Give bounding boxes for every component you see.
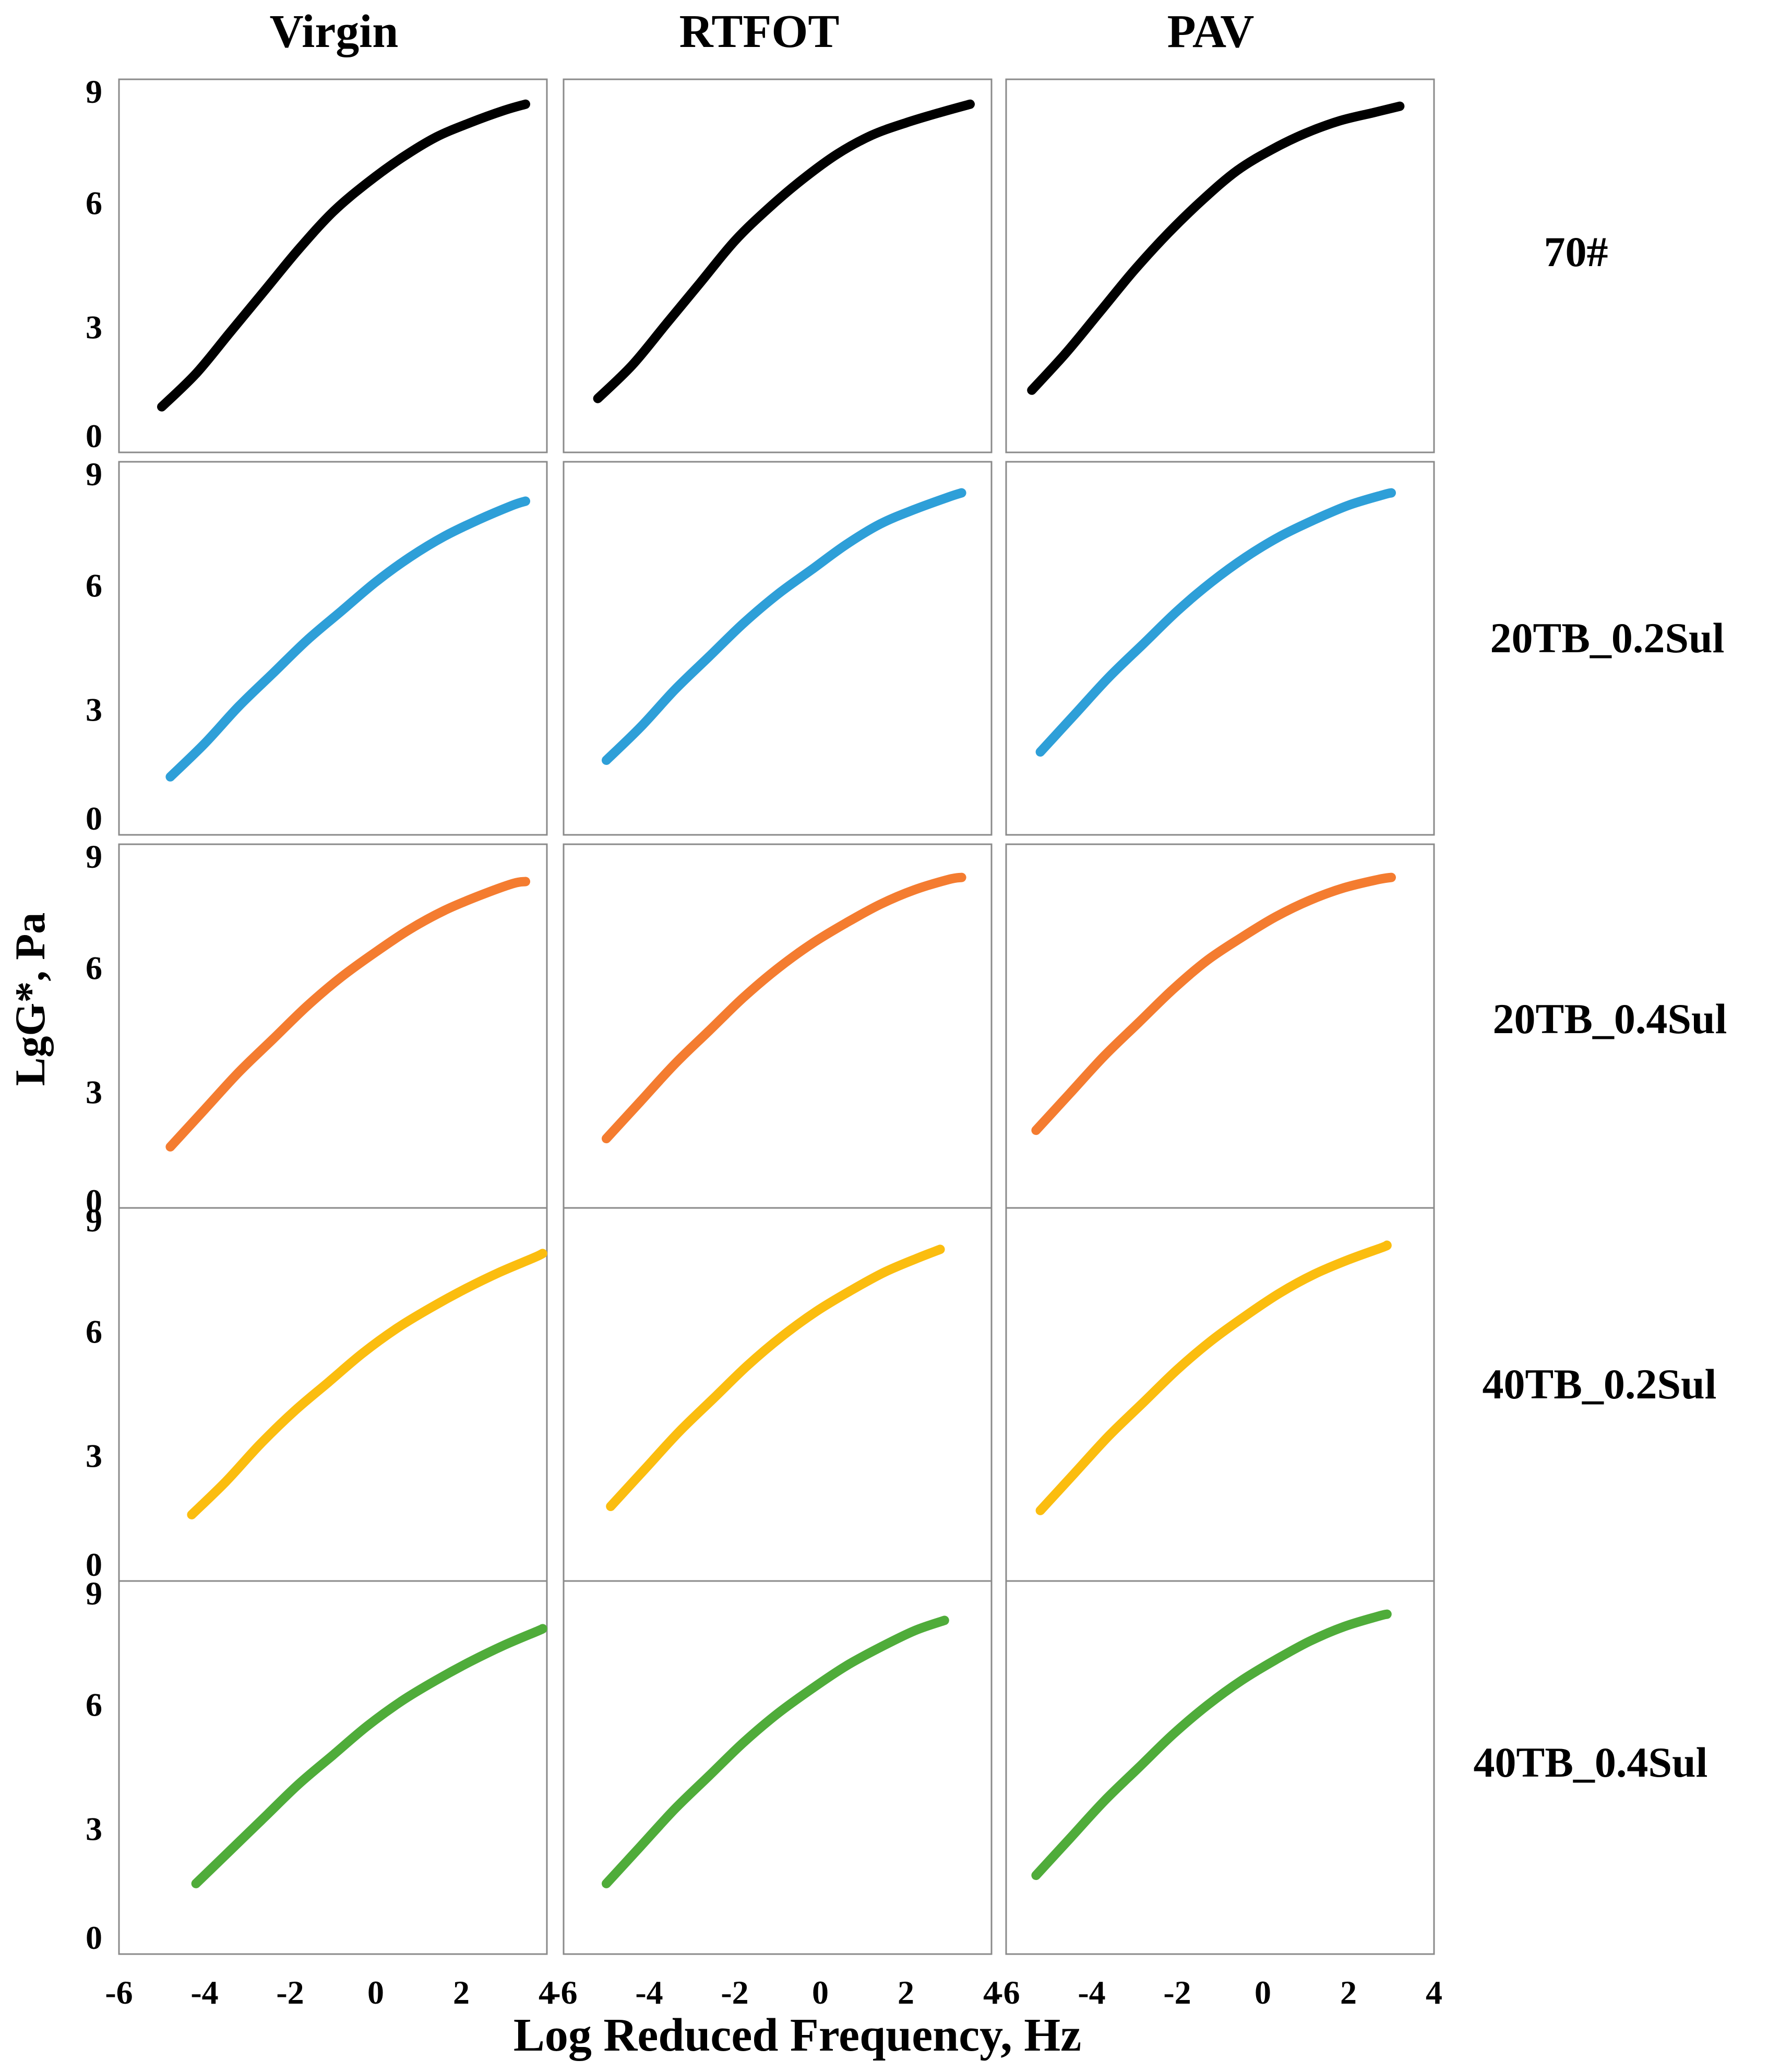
y-tick-label: 3 — [86, 691, 102, 728]
panel-frame — [1005, 78, 1435, 453]
series-line-40tb-0-2sul-pav — [1035, 1240, 1392, 1515]
panel-frame — [118, 1207, 548, 1582]
y-tick-label: 3 — [86, 1074, 102, 1111]
panel-frame — [1005, 461, 1435, 836]
x-tick-label: 0 — [367, 1974, 384, 2011]
x-axis-title: Log Reduced Frequency, Hz — [513, 2009, 1081, 2061]
series-line-20tb-0-4sul-pav — [1031, 872, 1396, 1135]
row-label-70: 70# — [1544, 228, 1608, 276]
x-tick-label: -4 — [190, 1974, 218, 2011]
x-tick-label: -6 — [992, 1974, 1020, 2011]
y-tick-label: 9 — [86, 456, 102, 493]
panel-20tb-0-4sul-rtfot — [563, 843, 993, 1218]
series-line-40tb-0-2sul-virgin — [187, 1249, 547, 1519]
column-title-rtfot: RTFOT — [679, 6, 840, 57]
row-label-40tb-0-2sul: 40TB_0.2Sul — [1483, 1360, 1717, 1408]
x-tick-label: 4 — [1426, 1974, 1442, 2011]
y-tick-label: 0 — [86, 417, 102, 454]
panel-40tb-0-4sul-pav — [1005, 1580, 1435, 1955]
panel-40tb-0-4sul-rtfot — [563, 1580, 993, 1955]
x-tick-label: -2 — [276, 1974, 304, 2011]
x-tick-label: -2 — [721, 1974, 748, 2011]
y-tick-label: 0 — [86, 1919, 102, 1956]
x-tick-label: 2 — [898, 1974, 914, 2011]
panel-frame — [563, 78, 993, 453]
panel-grid: Virgin RTFOT PAV 70# 20TB_0.2Sul 20TB_0.4Sul 4… — [86, 6, 1727, 2011]
x-tick-label: 0 — [812, 1974, 829, 2011]
panel-frame — [563, 461, 993, 836]
y-tick-label: 9 — [86, 1575, 102, 1612]
y-tick-label: 6 — [86, 567, 102, 604]
row-label-20tb-0-4sul: 20TB_0.4Sul — [1493, 995, 1727, 1043]
y-tick-label: 3 — [86, 1438, 102, 1475]
series-line-20tb-0-4sul-virgin — [165, 877, 530, 1152]
y-tick-label: 6 — [86, 184, 102, 221]
panel-40tb-0-2sul-pav — [1005, 1207, 1435, 1582]
panel-frame — [118, 1580, 548, 1955]
panel-frame — [1005, 843, 1435, 1218]
x-tick-label: -2 — [1163, 1974, 1191, 2011]
y-tick-label: 6 — [86, 1686, 102, 1723]
y-axis-title: LgG*, Pa — [6, 913, 54, 1086]
panel-40tb-0-2sul-rtfot — [563, 1207, 993, 1582]
row-label-40tb-0-4sul: 40TB_0.4Sul — [1474, 1739, 1708, 1786]
row-label-20tb-0-2sul: 20TB_0.2Sul — [1490, 614, 1725, 662]
column-title-virgin: Virgin — [270, 6, 399, 57]
x-tick-label: 2 — [453, 1974, 470, 2011]
panel-frame — [563, 843, 993, 1218]
x-tick-label: 0 — [1255, 1974, 1271, 2011]
x-tick-label: 4 — [539, 1974, 555, 2011]
panel-frame — [118, 78, 548, 453]
series-line-20tb-0-2sul-rtfot — [602, 488, 966, 765]
y-tick-label: 0 — [86, 1546, 102, 1583]
panel-20tb-0-4sul-pav — [1005, 843, 1435, 1218]
panel-40tb-0-2sul-virgin — [118, 1207, 548, 1582]
figure-labels: LgG*, Pa Log Reduced Frequency, Hz — [6, 913, 1081, 2061]
panel-20tb-0-4sul-virgin — [118, 843, 548, 1218]
panel-frame — [118, 843, 548, 1218]
y-tick-label: 0 — [86, 1182, 102, 1219]
panel-20tb-0-2sul-virgin — [118, 461, 548, 836]
y-tick-label: 9 — [86, 838, 102, 875]
series-line-20tb-0-2sul-virgin — [165, 496, 530, 782]
series-line-40tb-0-4sul-pav — [1031, 1609, 1392, 1881]
panel-70-virgin — [118, 78, 548, 453]
y-tick-label: 0 — [86, 800, 102, 837]
column-title-pav: PAV — [1167, 6, 1255, 57]
y-tick-label: 3 — [86, 309, 102, 346]
panel-20tb-0-2sul-pav — [1005, 461, 1435, 836]
series-line-70-virgin — [157, 99, 530, 412]
y-tick-label: 9 — [86, 73, 102, 110]
series-line-70-pav — [1027, 101, 1405, 395]
x-tick-label: -6 — [549, 1974, 577, 2011]
panel-70-pav — [1005, 78, 1435, 453]
series-line-40tb-0-4sul-rtfot — [602, 1615, 949, 1888]
y-tick-label: 9 — [86, 1202, 102, 1239]
panel-frame — [1005, 1207, 1435, 1582]
x-tick-label: -4 — [1078, 1974, 1105, 2011]
x-tick-label: -4 — [635, 1974, 663, 2011]
panel-20tb-0-2sul-rtfot — [563, 461, 993, 836]
y-tick-label: 6 — [86, 949, 102, 986]
series-line-40tb-0-4sul-virgin — [191, 1624, 547, 1888]
x-tick-label: 2 — [1340, 1974, 1357, 2011]
panel-frame — [563, 1580, 993, 1955]
x-tick-label: 4 — [983, 1974, 1000, 2011]
panel-frame — [1005, 1580, 1435, 1955]
panel-70-rtfot — [563, 78, 993, 453]
series-line-70-rtfot — [593, 99, 975, 403]
y-tick-label: 3 — [86, 1811, 102, 1848]
y-tick-label: 6 — [86, 1313, 102, 1350]
series-line-20tb-0-2sul-pav — [1035, 488, 1396, 757]
x-tick-label: -6 — [105, 1974, 133, 2011]
panel-40tb-0-4sul-virgin — [118, 1580, 548, 1955]
series-line-40tb-0-2sul-rtfot — [606, 1244, 945, 1511]
panel-frame — [563, 1207, 993, 1582]
series-line-20tb-0-4sul-rtfot — [602, 872, 966, 1144]
